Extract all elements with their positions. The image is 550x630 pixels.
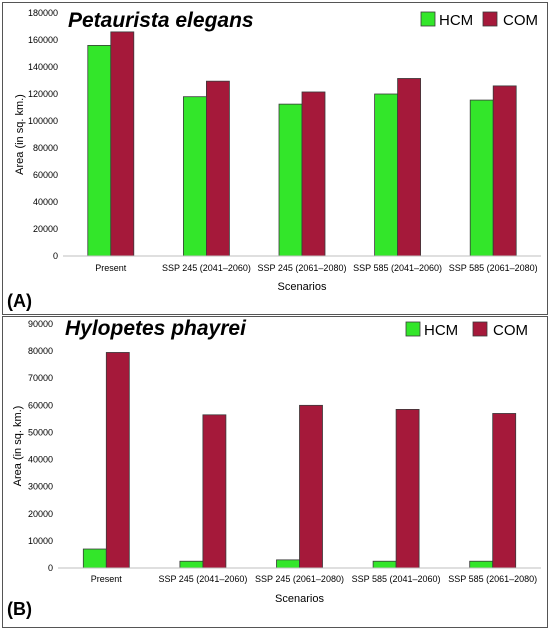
- x-tick-label: SSP 585 (2061–2080): [448, 574, 537, 584]
- chart-a-svg: 0 20000 40000 60000 80000 100000 120000 140000 1…: [7, 8, 541, 311]
- bar-hcm: [179, 560, 204, 569]
- y-tick-label: 140000: [28, 62, 58, 72]
- y-axis-label: Area (in sq. km.): [12, 406, 24, 487]
- x-tick-label: Present: [91, 574, 123, 584]
- bar-com: [202, 414, 227, 569]
- bar-hcm: [182, 96, 207, 257]
- bar-hcm: [82, 548, 107, 569]
- x-tick-label: SSP 245 (2041–2060): [158, 574, 247, 584]
- x-tick-label: SSP 245 (2061–2080): [258, 263, 347, 273]
- bar-hcm: [374, 93, 399, 257]
- legend-label-hcm: HCM: [424, 322, 458, 339]
- y-tick-label: 20000: [28, 509, 53, 519]
- chart-panel-b: 0 10000 20000 30000 40000 50000 60000 70000 8000…: [2, 316, 548, 628]
- y-tick-label: 80000: [33, 143, 58, 153]
- legend-swatch-hcm: [420, 11, 436, 27]
- legend-swatch-com: [472, 321, 488, 337]
- panel-label: (B): [7, 599, 32, 619]
- bar-com: [105, 352, 130, 569]
- x-tick-label: SSP 245 (2041–2060): [162, 263, 251, 273]
- y-axis-label: Area (in sq. km.): [14, 94, 26, 175]
- bar-hcm: [278, 103, 303, 257]
- legend-swatch-com: [482, 11, 498, 27]
- y-tick-label: 10000: [28, 536, 53, 546]
- bar-hcm: [372, 560, 397, 569]
- y-tick-label: 70000: [28, 373, 53, 383]
- y-tick-label: 30000: [28, 482, 53, 492]
- bar-hcm: [87, 45, 112, 257]
- y-tick-label: 40000: [33, 197, 58, 207]
- chart-title: Hylopetes phayrei: [65, 317, 247, 340]
- y-tick-label: 80000: [28, 346, 53, 356]
- bar-com: [492, 413, 517, 569]
- y-tick-label: 90000: [28, 319, 53, 329]
- legend-label-com: COM: [503, 12, 538, 29]
- chart-b-svg: 0 10000 20000 30000 40000 50000 60000 70000 8000…: [7, 317, 541, 619]
- y-tick-label: 60000: [28, 400, 53, 410]
- bar-com: [397, 78, 422, 257]
- y-tick-label: 40000: [28, 455, 53, 465]
- y-tick-label: 20000: [33, 224, 58, 234]
- y-tick-label: 120000: [28, 89, 58, 99]
- bar-com: [110, 31, 135, 257]
- y-tick-label: 50000: [28, 427, 53, 437]
- legend-swatch-hcm: [405, 321, 421, 337]
- y-tick-label: 0: [48, 563, 53, 573]
- bar-com: [395, 409, 420, 569]
- x-tick-label: SSP 585 (2041–2060): [352, 574, 441, 584]
- y-tick-label: 60000: [33, 170, 58, 180]
- x-tick-label: SSP 245 (2061–2080): [255, 574, 344, 584]
- y-tick-label: 160000: [28, 35, 58, 45]
- x-tick-label: SSP 585 (2041–2060): [353, 263, 442, 273]
- bar-com: [205, 80, 230, 257]
- legend-label-hcm: HCM: [439, 12, 473, 29]
- bar-hcm: [469, 99, 494, 257]
- y-tick-label: 0: [53, 251, 58, 261]
- x-axis-label: Scenarios: [275, 593, 324, 605]
- chart-title: Petaurista elegans: [68, 9, 254, 32]
- bar-com: [299, 404, 323, 569]
- bar-com: [301, 91, 326, 257]
- y-tick-label: 100000: [28, 116, 58, 126]
- bar-hcm: [469, 560, 494, 569]
- bar-hcm: [276, 559, 300, 569]
- x-axis-label: Scenarios: [278, 281, 327, 293]
- y-tick-label: 180000: [28, 8, 58, 18]
- chart-panel-a: 0 20000 40000 60000 80000 100000 120000 140000 1…: [2, 2, 548, 315]
- bar-com: [492, 85, 517, 257]
- x-tick-label: Present: [95, 263, 127, 273]
- panel-label: (A): [7, 291, 32, 311]
- x-tick-label: SSP 585 (2061–2080): [449, 263, 538, 273]
- legend-label-com: COM: [493, 322, 528, 339]
